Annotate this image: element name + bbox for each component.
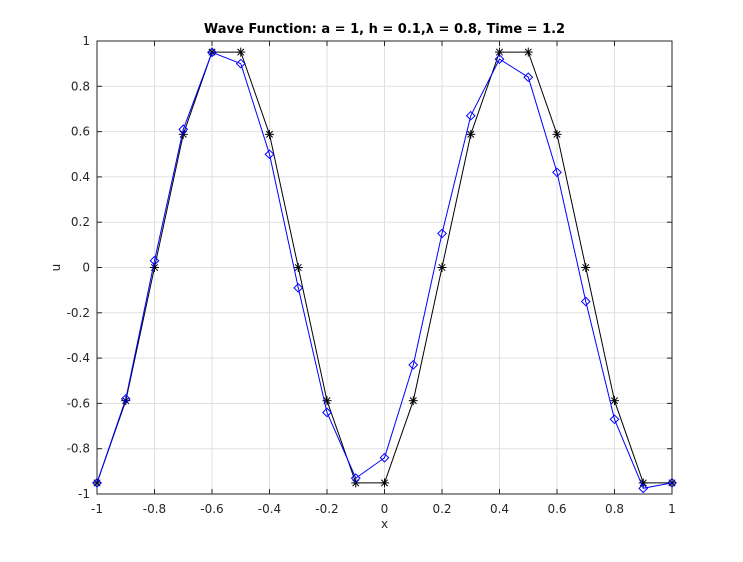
x-axis-label: x	[381, 517, 388, 531]
y-tick-label: -0.8	[67, 442, 90, 456]
y-tick-label: 0.4	[71, 170, 90, 184]
y-tick-label: 1	[82, 34, 90, 48]
series-1-point	[408, 359, 419, 370]
chart-title: Wave Function: a = 1, h = 0.1,λ = 0.8, T…	[204, 22, 565, 37]
series-0-point	[523, 47, 533, 57]
series-1-point	[350, 473, 361, 484]
series-1-point	[494, 54, 505, 65]
series-0-point	[552, 129, 562, 139]
x-tick-label: 0.2	[432, 502, 451, 516]
ticks: -1 -0.8 -0.6 -0.4 -0.2 0 0.2 0.4 0.6 0.8 1 -1 -0.8 -0…	[67, 34, 676, 516]
series-1-point	[120, 393, 131, 404]
series-0-point	[638, 478, 648, 488]
series-0-point	[92, 478, 102, 488]
plot-frame	[96, 40, 673, 495]
series-0-point	[265, 129, 274, 139]
series-1-point	[264, 149, 275, 160]
y-tick-label: 0.8	[71, 79, 90, 93]
series-1-point	[552, 167, 562, 178]
series-0-point	[380, 478, 389, 488]
series-1-line	[96, 51, 673, 489]
y-tick-label: -0.4	[67, 351, 90, 365]
series-0-point	[293, 263, 303, 272]
series-1-point	[207, 47, 217, 58]
y-tick-label: 0	[82, 261, 90, 275]
series-1-point	[322, 407, 332, 418]
y-tick-label: -0.6	[67, 396, 90, 410]
series-1-point	[92, 477, 102, 488]
series-1-point	[437, 228, 447, 239]
x-tick-label: -0.8	[143, 502, 166, 516]
series-0-point	[437, 263, 447, 272]
series-1-point	[293, 282, 304, 293]
series-0-point	[610, 396, 619, 406]
y-tick-label: 0.2	[71, 215, 90, 229]
series-1-point	[609, 414, 620, 425]
x-tick-label: 0.6	[547, 502, 566, 516]
x-tick-label: -0.6	[200, 502, 223, 516]
series-1-point	[638, 483, 649, 494]
series	[92, 47, 677, 494]
series-1-point	[235, 58, 246, 69]
x-tick-label: -0.2	[315, 502, 338, 516]
x-tick-label: -1	[91, 502, 103, 516]
series-0-point	[236, 47, 246, 57]
series-0-point	[466, 129, 476, 139]
series-1-point	[149, 255, 160, 266]
y-axis-label: u	[49, 264, 63, 272]
series-1-point	[580, 296, 591, 307]
y-tick-label: -0.2	[67, 306, 90, 320]
x-tick-label: 1	[668, 502, 676, 516]
series-1-point	[523, 72, 534, 83]
y-tick-label: 0.6	[71, 125, 90, 139]
x-tick-label: -0.4	[258, 502, 281, 516]
series-1-point	[465, 110, 476, 121]
x-tick-label: 0.4	[490, 502, 509, 516]
x-tick-label: 0.8	[605, 502, 624, 516]
series-0-point	[408, 396, 418, 406]
x-tick-label: 0	[381, 502, 389, 516]
series-1-point	[379, 452, 390, 463]
y-tick-label: -1	[78, 487, 90, 501]
series-0-point	[581, 263, 591, 272]
series-1-point	[178, 124, 189, 135]
series-1-point	[667, 477, 677, 488]
